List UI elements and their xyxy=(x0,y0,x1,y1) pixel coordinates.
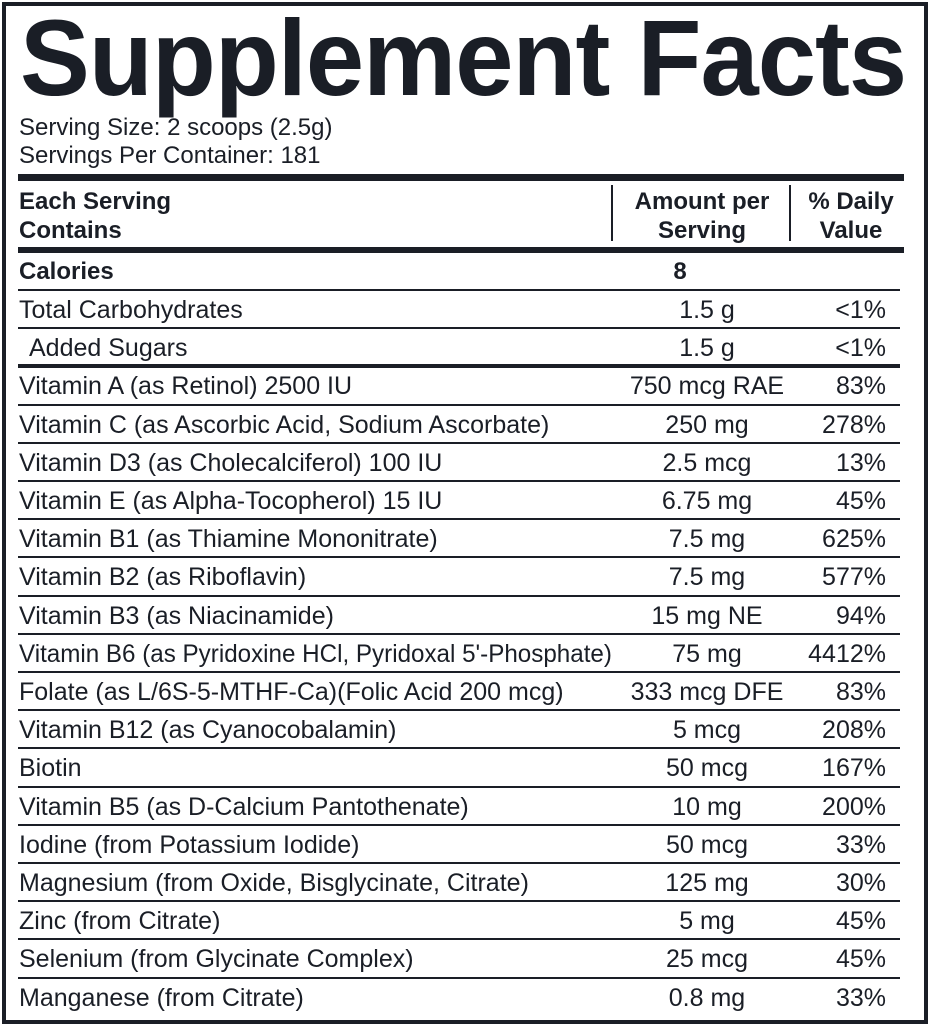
amount: 1.5 g xyxy=(679,296,735,324)
daily-value: 577% xyxy=(822,563,886,592)
row-rule xyxy=(18,632,900,635)
nutrient-name: Iodine (from Potassium Iodide) xyxy=(19,830,360,859)
daily-value: 45% xyxy=(835,487,886,515)
daily-value: 30% xyxy=(835,869,886,897)
calories-label: Calories xyxy=(19,258,114,285)
nutrient-name: Vitamin D3 (as Cholecalciferol) 100 IU xyxy=(19,448,443,477)
column-divider xyxy=(789,185,791,241)
amount: 10 mg xyxy=(672,792,742,821)
daily-value: <1% xyxy=(835,296,886,324)
amount: 50 mcg xyxy=(666,754,748,783)
row-rule xyxy=(18,403,900,406)
row-rule xyxy=(18,747,900,750)
nutrient-name: Vitamin A (as Retinol) 2500 IU xyxy=(19,372,353,401)
thick-rule xyxy=(18,174,904,181)
header-amount: Amount per xyxy=(634,188,770,215)
row-rule xyxy=(18,900,900,903)
row-rule xyxy=(18,785,900,788)
daily-value: 208% xyxy=(822,716,886,745)
daily-value: 83% xyxy=(835,678,886,706)
thick-rule xyxy=(18,364,900,369)
daily-value: 33% xyxy=(835,983,886,1012)
row-rule xyxy=(18,862,900,864)
calories-value: 8 xyxy=(673,258,687,285)
amount: 2.5 mcg xyxy=(662,448,752,477)
nutrient-name: Magnesium (from Oxide, Bisglycinate, Cit… xyxy=(19,869,529,897)
daily-value: <1% xyxy=(835,334,886,363)
amount: 250 mg xyxy=(665,410,749,439)
amount: 15 mg NE xyxy=(651,601,763,630)
amount: 50 mcg xyxy=(666,830,748,859)
row-rule xyxy=(18,594,900,597)
row-rule xyxy=(18,671,900,673)
amount: 333 mcg DFE xyxy=(630,678,784,706)
nutrient-name: Total Carbohydrates xyxy=(19,296,243,324)
nutrient-name: Added Sugars xyxy=(29,334,188,363)
header-name: Contains xyxy=(19,217,122,244)
row-rule xyxy=(18,556,900,559)
daily-value: 33% xyxy=(835,830,886,859)
row-rule xyxy=(18,441,900,444)
nutrient-name: Manganese (from Citrate) xyxy=(19,983,304,1012)
thick-rule xyxy=(18,247,904,253)
row-rule xyxy=(18,938,900,941)
row-rule xyxy=(18,823,900,826)
daily-value: 94% xyxy=(835,601,886,630)
nutrient-name: Vitamin B1 (as Thiamine Mononitrate) xyxy=(19,525,438,554)
amount: 1.5 g xyxy=(679,334,735,363)
amount: 6.75 mg xyxy=(661,487,753,515)
nutrient-name: Vitamin C (as Ascorbic Acid, Sodium Asco… xyxy=(19,410,550,439)
serving-size: Serving Size: 2 scoops (2.5g) xyxy=(19,114,333,141)
amount: 25 mcg xyxy=(666,945,748,974)
nutrient-name: Vitamin B6 (as Pyridoxine HCl, Pyridoxal… xyxy=(19,639,612,668)
daily-value: 45% xyxy=(835,907,886,936)
row-rule xyxy=(18,976,900,979)
nutrient-name: Selenium (from Glycinate Complex) xyxy=(19,945,414,974)
nutrient-name: Vitamin B5 (as D-Calcium Pantothenate) xyxy=(19,792,469,821)
nutrient-name: Vitamin B12 (as Cyanocobalamin) xyxy=(19,716,397,745)
nutrient-name: Vitamin B3 (as Niacinamide) xyxy=(19,601,334,630)
header-dv: % Daily xyxy=(808,188,894,215)
row-rule xyxy=(18,709,900,712)
amount: 0.8 mg xyxy=(668,983,746,1012)
amount: 7.5 mg xyxy=(668,525,746,554)
nutrient-name: Vitamin B2 (as Riboflavin) xyxy=(19,563,307,592)
daily-value: 200% xyxy=(822,792,886,821)
column-divider xyxy=(611,185,613,241)
amount: 125 mg xyxy=(665,869,749,897)
amount: 75 mg xyxy=(672,639,742,668)
row-rule xyxy=(18,480,900,482)
daily-value: 13% xyxy=(835,448,886,477)
nutrient-name: Vitamin E (as Alpha-Tocopherol) 15 IU xyxy=(19,487,443,515)
amount: 750 mcg RAE xyxy=(629,372,785,401)
amount: 5 mcg xyxy=(672,716,742,745)
daily-value: 278% xyxy=(822,410,886,439)
nutrient-name: Biotin xyxy=(19,754,82,783)
row-rule xyxy=(18,518,900,521)
row-rule xyxy=(18,327,900,330)
header-dv: Value xyxy=(819,217,883,244)
title: Supplement Facts xyxy=(20,0,907,118)
header-amount: Serving xyxy=(657,217,747,244)
row-rule xyxy=(18,289,900,291)
daily-value: 625% xyxy=(822,525,886,554)
daily-value: 45% xyxy=(835,945,886,974)
daily-value: 83% xyxy=(835,372,886,401)
header-name: Each Serving xyxy=(19,188,172,215)
daily-value: 4412% xyxy=(808,639,886,668)
amount: 7.5 mg xyxy=(668,563,746,592)
amount: 5 mg xyxy=(679,907,735,936)
nutrient-name: Folate (as L/6S-5-MTHF-Ca)(Folic Acid 20… xyxy=(19,678,564,706)
servings-per-container: Servings Per Container: 181 xyxy=(19,142,321,169)
daily-value: 167% xyxy=(822,754,886,783)
nutrient-name: Zinc (from Citrate) xyxy=(19,907,221,936)
